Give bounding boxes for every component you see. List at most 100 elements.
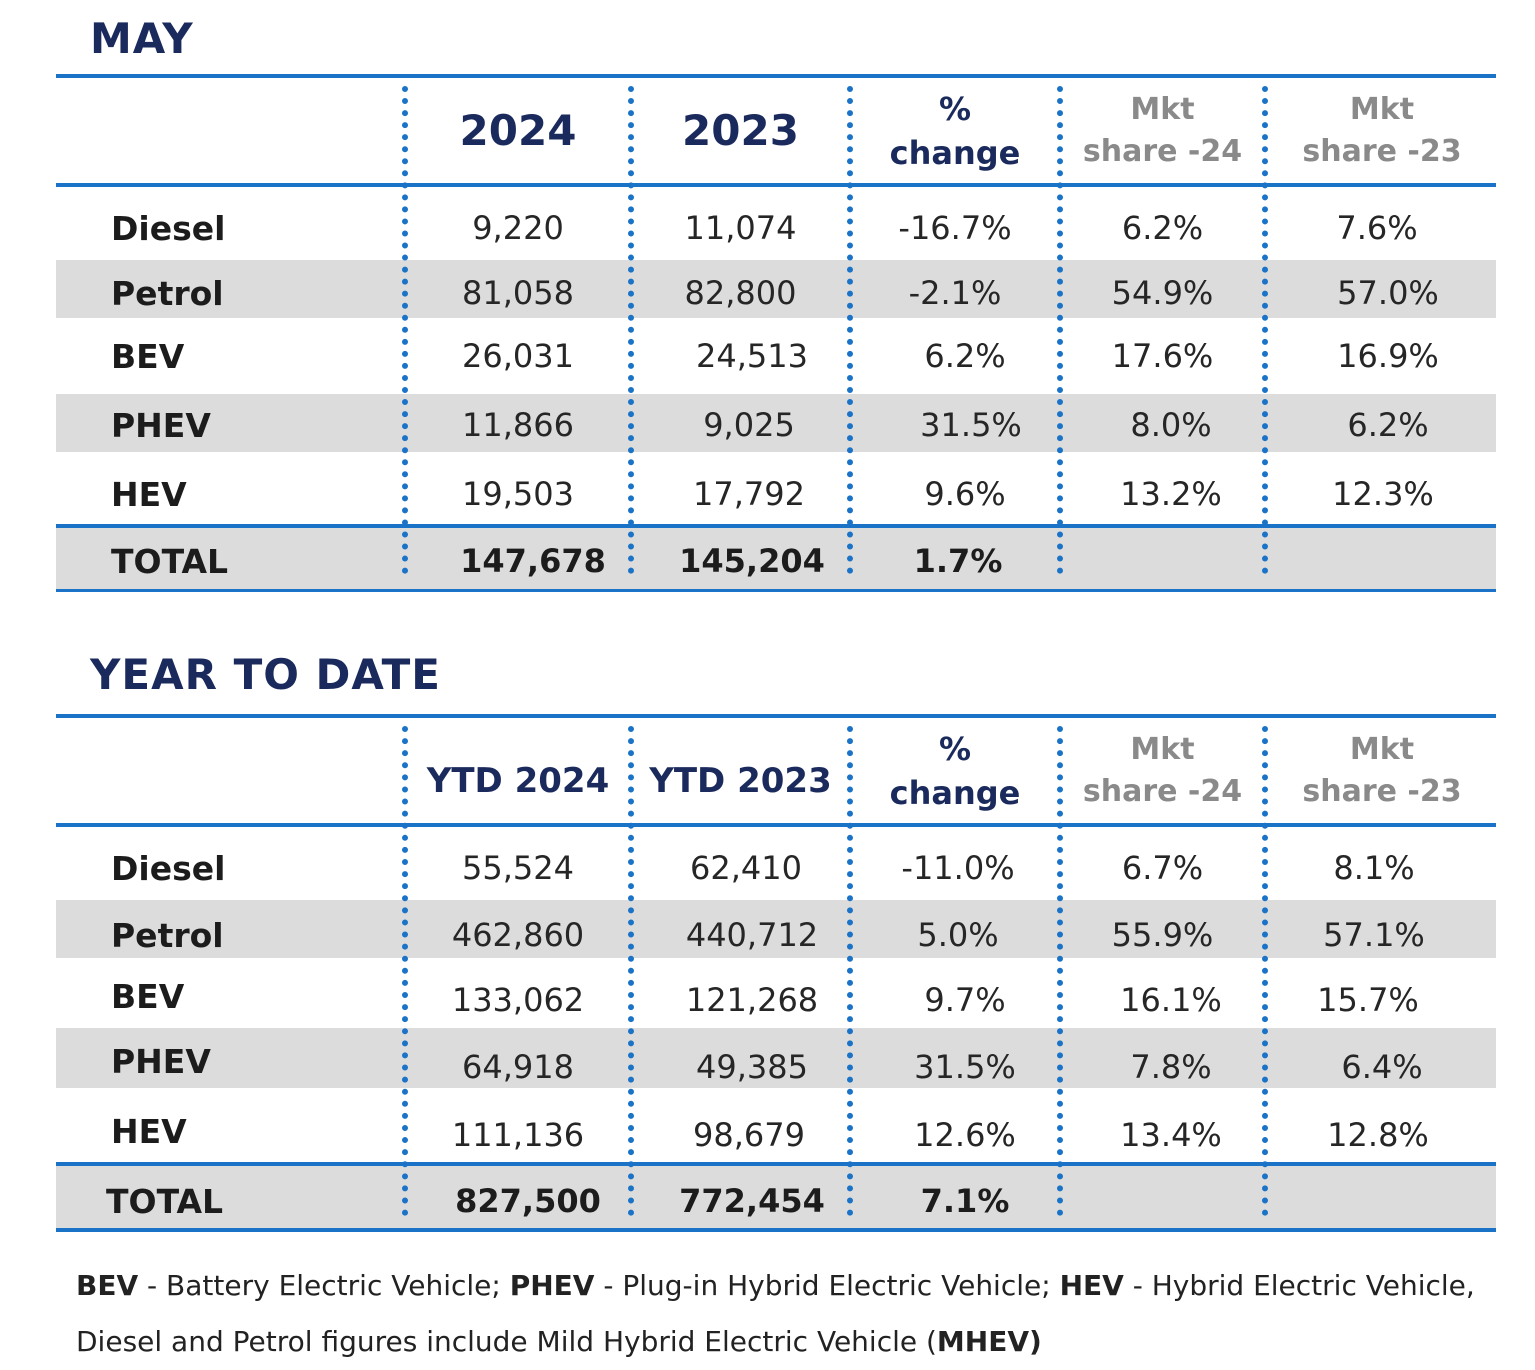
column-divider bbox=[402, 86, 408, 574]
cell-2023: 9,025 bbox=[703, 406, 795, 444]
cell-share-24: 17.6% bbox=[1111, 337, 1214, 375]
footnote-line-1: BEV - Battery Electric Vehicle; PHEV - P… bbox=[76, 1258, 1496, 1314]
footnote-bev-text: - Battery Electric Vehicle; bbox=[138, 1269, 510, 1302]
cell-share-24: 6.2% bbox=[1121, 209, 1204, 247]
total-ytd-2024: 827,500 bbox=[455, 1182, 601, 1220]
cell-share-24: 7.8% bbox=[1130, 1048, 1212, 1086]
row-label-phev: PHEV bbox=[111, 405, 211, 445]
row-band bbox=[56, 1028, 1496, 1088]
cell-share-23: 12.8% bbox=[1327, 1116, 1429, 1154]
cell-2024: 133,062 bbox=[451, 981, 585, 1019]
cell-pct-change: 5.0% bbox=[917, 916, 999, 954]
cell-pct-change: 6.2% bbox=[924, 337, 1006, 375]
cell-pct-change: -2.1% bbox=[908, 274, 1002, 312]
cell-2024: 26,031 bbox=[462, 337, 574, 375]
column-divider bbox=[847, 726, 853, 1216]
header-pct-word: change bbox=[889, 773, 1021, 812]
cell-2024: 11,866 bbox=[462, 406, 574, 444]
cell-pct-change: 12.6% bbox=[914, 1116, 1016, 1154]
header-share-label: share -24 bbox=[1082, 133, 1243, 169]
cell-pct-change: 9.6% bbox=[924, 475, 1006, 513]
row-band bbox=[56, 900, 1496, 958]
row-label-bev: BEV bbox=[111, 336, 185, 376]
total-band bbox=[56, 1166, 1496, 1230]
header-ytd-2024: YTD 2024 bbox=[426, 760, 610, 801]
header-mkt-label: Mkt bbox=[1130, 91, 1195, 127]
total-pct-change: 1.7% bbox=[913, 542, 1003, 580]
footnote: BEV - Battery Electric Vehicle; PHEV - P… bbox=[76, 1258, 1496, 1370]
cell-2023: 24,513 bbox=[696, 337, 808, 375]
header-share-label: share -24 bbox=[1082, 773, 1243, 809]
total-top-rule bbox=[56, 1162, 1496, 1166]
cell-share-24: 16.1% bbox=[1120, 981, 1222, 1019]
footnote-phev-text: - Plug-in Hybrid Electric Vehicle; bbox=[594, 1269, 1060, 1302]
section-title-ytd: YEAR TO DATE bbox=[90, 650, 441, 699]
cell-share-23: 57.0% bbox=[1337, 274, 1439, 312]
header-2023: 2023 bbox=[682, 106, 799, 155]
row-band bbox=[56, 394, 1496, 452]
cell-pct-change: 31.5% bbox=[914, 1048, 1016, 1086]
table-top-rule bbox=[56, 74, 1496, 78]
row-label-hev: HEV bbox=[111, 474, 187, 514]
header-ytd-2023: YTD 2023 bbox=[649, 760, 832, 801]
cell-share-24: 54.9% bbox=[1111, 274, 1214, 312]
cell-2024: 55,524 bbox=[462, 849, 574, 887]
header-pct-symbol: % bbox=[938, 729, 972, 768]
total-2023: 145,204 bbox=[679, 542, 825, 580]
table-top-rule bbox=[56, 714, 1496, 718]
header-2024: 2024 bbox=[459, 106, 577, 155]
cell-2023: 62,410 bbox=[690, 849, 802, 887]
header-mkt-label: Mkt bbox=[1349, 731, 1415, 767]
header-pct-change: % change bbox=[853, 718, 1057, 823]
total-band bbox=[56, 527, 1496, 591]
cell-share-24: 6.7% bbox=[1121, 849, 1204, 887]
header-mkt-label: Mkt bbox=[1130, 731, 1195, 767]
ytd-table: YTD 2024 YTD 2023 % change Mkt share -24… bbox=[56, 714, 1496, 1236]
may-table: 2024 2023 % change Mkt share -24 Mkt sha… bbox=[56, 74, 1496, 596]
column-divider bbox=[628, 86, 634, 574]
row-label-diesel: Diesel bbox=[111, 848, 226, 888]
section-title-may: MAY bbox=[90, 14, 194, 63]
header-pct-change: % change bbox=[853, 78, 1057, 183]
column-divider bbox=[1262, 86, 1268, 574]
total-2024: 147,678 bbox=[460, 542, 606, 580]
cell-share-23: 6.2% bbox=[1347, 406, 1429, 444]
cell-pct-change: 9.7% bbox=[924, 981, 1006, 1019]
footnote-phev-abbr: PHEV bbox=[509, 1269, 595, 1302]
column-divider bbox=[628, 726, 634, 1216]
cell-2024: 64,918 bbox=[462, 1048, 574, 1086]
cell-share-24: 13.2% bbox=[1120, 475, 1222, 513]
header-mkt-label: Mkt bbox=[1349, 91, 1415, 127]
header-pct-symbol: % bbox=[938, 89, 972, 128]
cell-share-24: 55.9% bbox=[1111, 916, 1214, 954]
header-share-label: share -23 bbox=[1302, 773, 1462, 809]
row-label-diesel: Diesel bbox=[111, 208, 226, 248]
header-mkt-share-23: Mkt share -23 bbox=[1268, 78, 1496, 183]
cell-pct-change: 31.5% bbox=[920, 406, 1022, 444]
cell-share-23: 7.6% bbox=[1336, 209, 1418, 247]
total-label: TOTAL bbox=[111, 541, 229, 581]
cell-2023: 440,712 bbox=[685, 916, 819, 954]
cell-2024: 19,503 bbox=[462, 475, 574, 513]
footnote-hev-abbr: HEV bbox=[1059, 1269, 1124, 1302]
footnote-line-2: Diesel and Petrol figures include Mild H… bbox=[76, 1314, 1496, 1370]
header-share-label: share -23 bbox=[1302, 133, 1462, 169]
cell-2024: 462,860 bbox=[451, 916, 585, 954]
footnote-hev-text: - Hybrid Electric Vehicle, bbox=[1123, 1269, 1475, 1302]
cell-2023: 98,679 bbox=[693, 1116, 805, 1154]
cell-share-24: 13.4% bbox=[1120, 1116, 1222, 1154]
row-label-petrol: Petrol bbox=[111, 915, 224, 955]
cell-share-23: 15.7% bbox=[1317, 981, 1419, 1019]
footnote-mhev-abbr: MHEV) bbox=[936, 1325, 1042, 1358]
cell-share-23: 8.1% bbox=[1333, 849, 1415, 887]
total-pct-change: 7.1% bbox=[920, 1182, 1010, 1220]
cell-2023: 11,074 bbox=[684, 209, 797, 247]
column-divider bbox=[1057, 86, 1063, 574]
total-ytd-2023: 772,454 bbox=[679, 1182, 825, 1220]
row-band bbox=[56, 260, 1496, 318]
cell-pct-change: -16.7% bbox=[898, 209, 1012, 247]
footnote-bev-abbr: BEV bbox=[76, 1269, 139, 1302]
column-divider bbox=[1262, 726, 1268, 1216]
header-mkt-share-24: Mkt share -24 bbox=[1063, 78, 1262, 183]
cell-2024: 111,136 bbox=[451, 1116, 585, 1154]
